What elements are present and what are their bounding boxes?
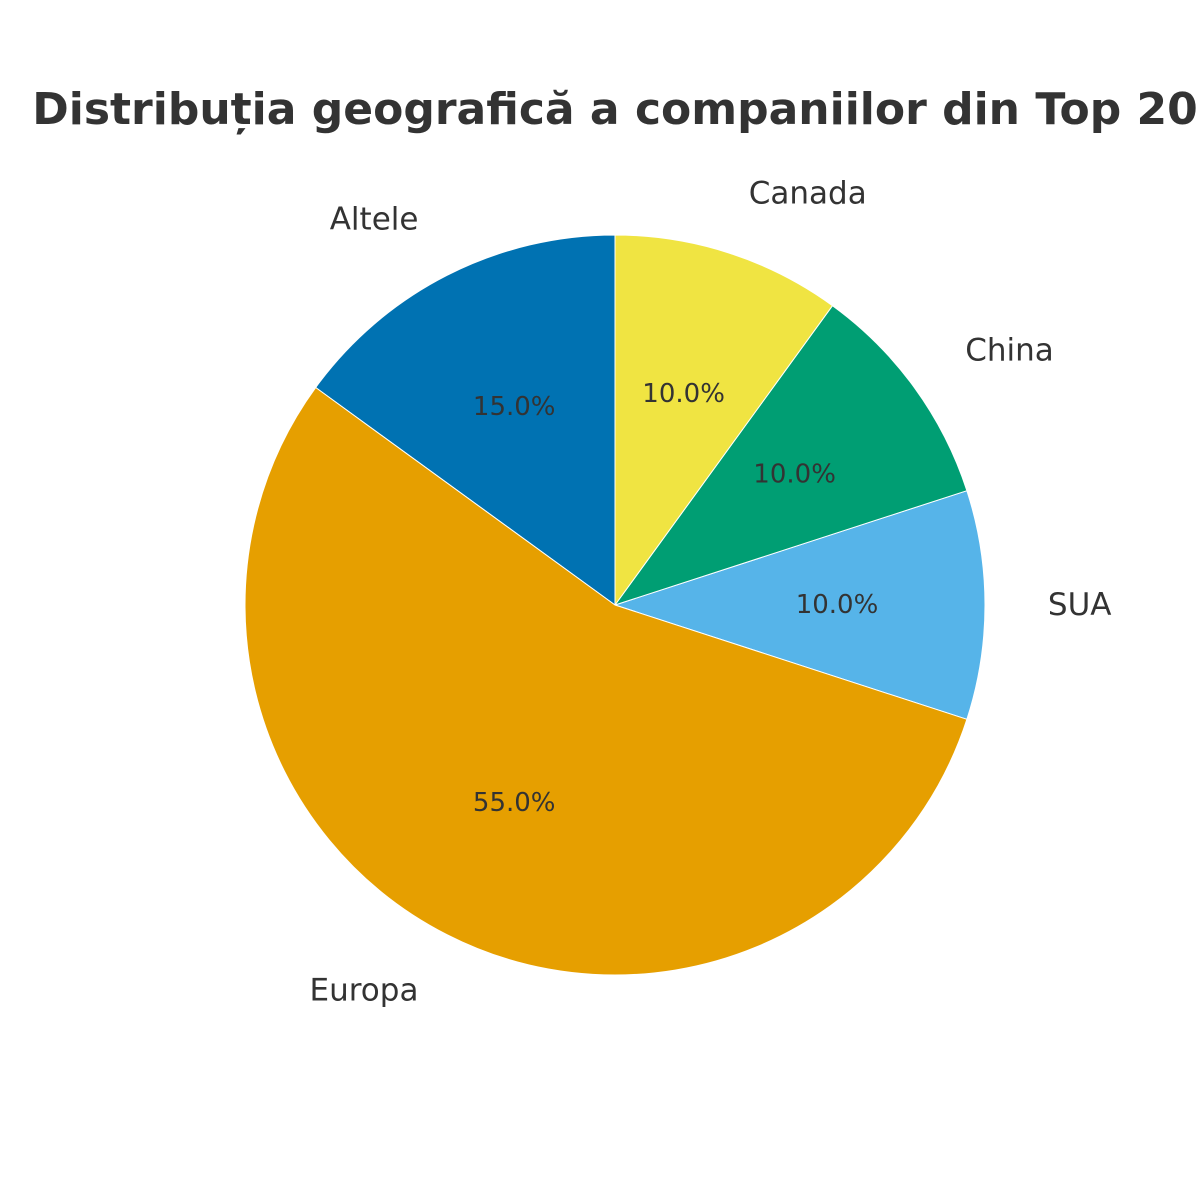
pie-slice-canada (614, 234, 834, 607)
slice-label-altele: Altele (330, 201, 419, 237)
slice-percent-china: 10.0% (753, 460, 836, 490)
chart-title: Distribuția geografică a companiilor din… (32, 84, 1198, 135)
slice-label-china: China (965, 333, 1054, 369)
slice-label-sua: SUA (1048, 587, 1112, 623)
pie-slices (244, 234, 986, 976)
pie-labels: SUA 10.0% China 10.0% Canada 10.0% Altele 15.0%… (310, 175, 1112, 1008)
pie-slice-europa (244, 386, 968, 976)
slice-percent-altele: 15.0% (473, 392, 556, 422)
pie-slice-altele (314, 234, 616, 606)
slice-label-europa: Europa (310, 973, 419, 1009)
slice-label-canada: Canada (749, 175, 867, 211)
pie-slice-china (613, 304, 968, 606)
slice-percent-sua: 10.0% (796, 590, 879, 620)
pie-slice-sua (613, 490, 986, 720)
slice-percent-europa: 55.0% (473, 788, 556, 818)
slice-percent-canada: 10.0% (642, 379, 725, 409)
